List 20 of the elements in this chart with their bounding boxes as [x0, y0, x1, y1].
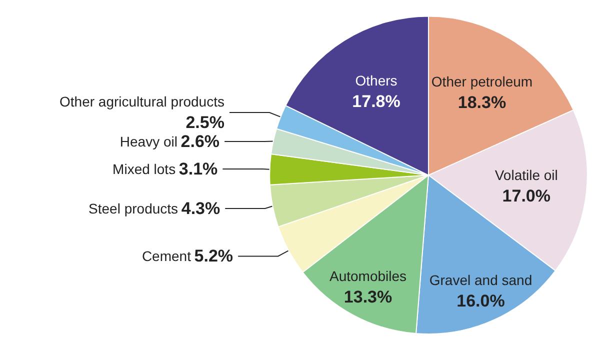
- slice-label: Other agricultural products: [60, 94, 224, 110]
- slice-label: Steel products: [88, 200, 178, 216]
- slice-label: Others: [355, 72, 398, 89]
- slice-label: Gravel and sand: [429, 272, 532, 288]
- data-label: 4.3%: [181, 198, 220, 218]
- slice-label: Volatile oil: [494, 167, 558, 184]
- data-label: 17.8%: [352, 92, 400, 112]
- data-label: 16.0%: [456, 292, 505, 311]
- data-label: 5.2%: [194, 246, 234, 266]
- slice-label: Other petroleum: [431, 73, 533, 90]
- slice-label: Automobiles: [329, 268, 407, 284]
- slice-label: Heavy oil: [120, 134, 178, 150]
- data-label: 2.5%: [186, 113, 224, 132]
- slice-label: Cement: [142, 248, 192, 264]
- data-label: 18.3%: [458, 92, 506, 112]
- data-label: 17.0%: [502, 186, 550, 206]
- data-label: 13.3%: [344, 287, 392, 306]
- data-label: 3.1%: [178, 159, 218, 178]
- slice-label: Mixed lots: [112, 160, 176, 177]
- data-label: 2.6%: [180, 132, 220, 152]
